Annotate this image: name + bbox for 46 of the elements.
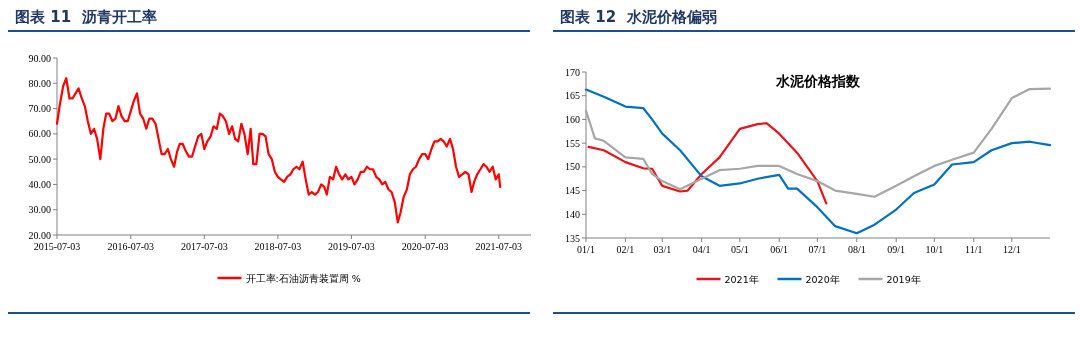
x-tick-label: 06/1: [770, 244, 789, 255]
x-tick-label: 07/1: [808, 244, 827, 255]
legend-label: 2021年: [724, 273, 759, 285]
legend-label: 开工率:石油沥青装置周 %: [245, 272, 361, 284]
x-tick-label: 10/1: [925, 244, 944, 255]
x-tick-label: 12/1: [1002, 244, 1021, 255]
chart-title: 图表 12 水泥价格偏弱: [560, 8, 717, 26]
y-tick-label: 70.00: [28, 103, 51, 115]
line-series: [584, 87, 1052, 198]
chart-subtitle: 水泥价格指数: [775, 73, 861, 89]
y-tick-label: 155: [565, 137, 580, 149]
x-tick-label: 09/1: [887, 244, 906, 255]
y-tick-label: 60.00: [28, 128, 51, 140]
x-tick-label: 02/1: [616, 244, 635, 255]
y-tick-label: 90.00: [28, 52, 51, 64]
x-tick-label: 2017-07-03: [180, 241, 228, 252]
legend-label: 2019年: [886, 273, 921, 285]
x-tick-label: 2015-07-03: [33, 241, 81, 252]
x-tick-label: 2021-07-03: [475, 241, 523, 252]
y-tick-label: 170: [565, 66, 580, 78]
y-tick-label: 20.00: [28, 229, 51, 241]
x-tick-label: 03/1: [653, 244, 672, 255]
y-tick-label: 150: [565, 161, 580, 173]
y-tick-label: 140: [565, 208, 580, 220]
x-tick-label: 2018-07-03: [254, 241, 302, 252]
line-series: [587, 122, 828, 205]
y-tick-label: 165: [565, 90, 580, 102]
y-tick-label: 160: [565, 113, 580, 125]
chart-title: 图表 11 沥青开工率: [15, 8, 157, 26]
x-tick-label: 2019-07-03: [328, 241, 375, 252]
y-tick-label: 50.00: [28, 153, 51, 165]
line-series: [584, 88, 1052, 235]
x-tick-label: 11/1: [965, 244, 983, 255]
y-tick-label: 145: [565, 185, 580, 197]
line-series: [55, 77, 502, 224]
y-tick-label: 30.00: [28, 204, 51, 216]
x-tick-label: 2016-07-03: [107, 241, 155, 252]
y-tick-label: 135: [565, 232, 580, 244]
legend-label: 2020年: [805, 273, 840, 285]
x-tick-label: 08/1: [847, 244, 866, 255]
y-tick-label: 80.00: [28, 77, 51, 89]
x-tick-label: 2020-07-03: [401, 241, 449, 252]
x-tick-label: 05/1: [730, 244, 749, 255]
y-tick-label: 40.00: [28, 178, 51, 190]
x-tick-label: 01/1: [577, 244, 595, 255]
x-tick-label: 04/1: [692, 244, 711, 255]
